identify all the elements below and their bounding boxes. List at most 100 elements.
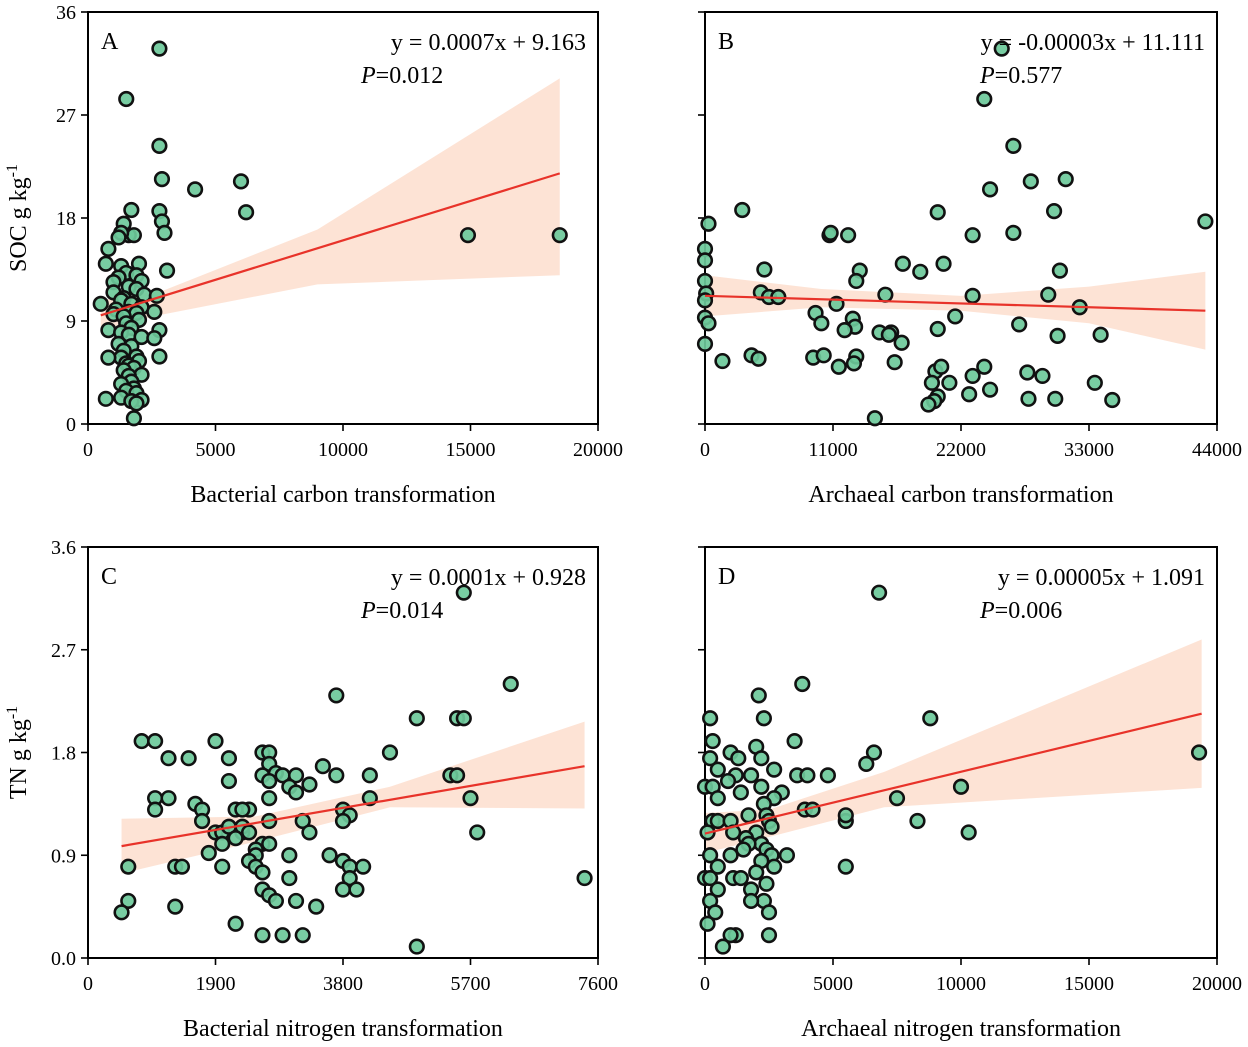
data-point bbox=[893, 334, 910, 351]
data-point bbox=[234, 801, 251, 818]
data-point bbox=[200, 844, 217, 862]
x-tick-label: 20000 bbox=[1192, 973, 1242, 995]
data-point bbox=[993, 40, 1010, 57]
data-point bbox=[227, 915, 244, 932]
data-point bbox=[301, 776, 318, 793]
data-point bbox=[964, 367, 981, 385]
regression-equation: y = 0.0001x + 0.928 bbox=[391, 565, 586, 591]
data-point bbox=[92, 295, 109, 312]
data-point bbox=[742, 767, 760, 784]
data-point bbox=[719, 772, 737, 790]
data-point bbox=[722, 847, 739, 864]
data-point bbox=[794, 675, 811, 693]
regression-line bbox=[100, 172, 561, 317]
y-axis-title-main: TN g kg bbox=[6, 719, 32, 799]
data-point bbox=[922, 710, 939, 727]
data-point bbox=[261, 790, 278, 807]
data-point bbox=[147, 801, 164, 818]
data-point bbox=[100, 349, 117, 366]
y-tick-label: 9 bbox=[66, 311, 76, 333]
data-point bbox=[735, 841, 752, 858]
x-tick-label: 20000 bbox=[573, 439, 623, 461]
data-point bbox=[714, 938, 732, 955]
data-point bbox=[935, 255, 952, 272]
data-point bbox=[1197, 213, 1214, 230]
data-point bbox=[760, 927, 778, 944]
data-point bbox=[158, 262, 176, 279]
data-point bbox=[1104, 391, 1121, 409]
data-point bbox=[756, 261, 773, 278]
data-point bbox=[845, 355, 863, 372]
panel-c: 0 1900 3800 5700 7600 0.0 0.9 1.8 2.7 3.6 Bacteria… bbox=[4, 537, 618, 1042]
regression-line bbox=[121, 765, 585, 848]
data-point bbox=[455, 584, 472, 601]
data-point bbox=[947, 308, 964, 325]
data-point bbox=[1086, 374, 1103, 391]
data-point bbox=[702, 750, 719, 767]
data-point bbox=[981, 381, 999, 398]
y-tick-label: 18 bbox=[56, 208, 76, 230]
data-point bbox=[813, 315, 830, 332]
data-point bbox=[261, 835, 278, 852]
data-point bbox=[287, 784, 305, 801]
data-point bbox=[819, 767, 836, 784]
data-point bbox=[732, 869, 749, 887]
data-point bbox=[877, 286, 894, 303]
data-point bbox=[886, 354, 903, 371]
p-value: P=0.012 bbox=[360, 63, 443, 89]
data-point bbox=[976, 90, 993, 108]
data-point bbox=[822, 224, 839, 241]
data-point bbox=[858, 755, 875, 773]
data-point bbox=[702, 710, 719, 727]
data-point bbox=[100, 240, 117, 257]
y-tick-label: 27 bbox=[56, 105, 76, 127]
y-axis-title-superscript: -1 bbox=[4, 164, 21, 177]
data-point bbox=[254, 927, 271, 944]
y-tick-label: 0.9 bbox=[51, 845, 76, 867]
x-tick-label: 15000 bbox=[1064, 973, 1114, 995]
confidence-band bbox=[705, 271, 1206, 350]
x-tick-label: 0 bbox=[700, 973, 710, 995]
data-point bbox=[709, 858, 726, 875]
y-tick-label: 0.0 bbox=[51, 948, 76, 970]
data-point bbox=[981, 181, 999, 198]
p-value-number: =0.006 bbox=[995, 598, 1063, 624]
p-value: P=0.006 bbox=[979, 598, 1062, 624]
data-point bbox=[870, 584, 888, 601]
data-point bbox=[920, 396, 937, 413]
x-tick-label: 5000 bbox=[196, 439, 236, 461]
data-point bbox=[722, 927, 739, 944]
data-point bbox=[748, 864, 765, 881]
data-point bbox=[1022, 173, 1039, 190]
data-point bbox=[1040, 286, 1057, 303]
data-point bbox=[361, 767, 378, 784]
data-point bbox=[799, 767, 816, 784]
x-tick-label: 10000 bbox=[936, 973, 986, 995]
plot-frame bbox=[704, 11, 1218, 425]
data-point bbox=[1020, 390, 1037, 407]
data-point bbox=[1092, 326, 1109, 343]
data-point bbox=[1005, 224, 1022, 241]
data-point bbox=[709, 761, 726, 778]
data-point bbox=[933, 358, 950, 375]
data-point bbox=[355, 858, 372, 875]
data-point bbox=[750, 350, 767, 367]
data-point bbox=[766, 858, 783, 875]
data-point bbox=[448, 767, 466, 784]
data-point bbox=[941, 374, 958, 391]
data-point bbox=[334, 812, 352, 830]
data-point bbox=[1051, 262, 1069, 279]
data-point bbox=[1190, 744, 1208, 761]
data-point bbox=[923, 374, 941, 391]
regression-equation: y = 0.0007x + 9.163 bbox=[391, 30, 586, 56]
data-point bbox=[730, 750, 747, 767]
data-point bbox=[125, 227, 142, 244]
panel-letter: D bbox=[718, 564, 735, 590]
regression-equation: y = -0.00003x + 11.111 bbox=[981, 30, 1205, 56]
data-point bbox=[151, 348, 168, 365]
data-point bbox=[408, 938, 425, 955]
x-axis-title: Archaeal nitrogen transformation bbox=[801, 1016, 1121, 1042]
data-point bbox=[160, 750, 177, 767]
data-point bbox=[1045, 203, 1063, 220]
